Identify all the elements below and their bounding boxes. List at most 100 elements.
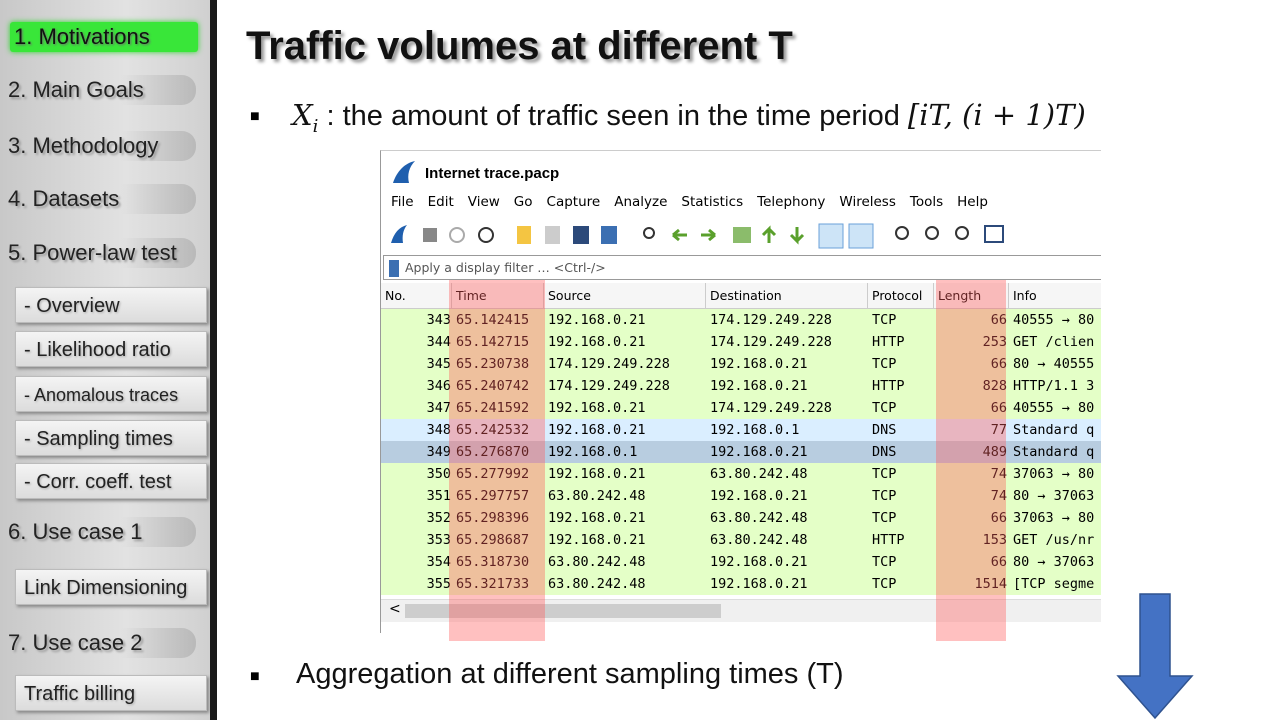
packet-cell: Standard q: [1013, 422, 1095, 438]
packet-row[interactable]: 351 65.297757 63.80.242.48 192.168.0.21 TCP 7…: [381, 485, 1101, 507]
packet-row[interactable]: 347 65.241592 192.168.0.21 174.129.249.228 T…: [381, 397, 1101, 419]
packet-cell: 192.168.0.21: [548, 532, 646, 548]
packet-row[interactable]: 344 65.142715 192.168.0.21 174.129.249.228 H…: [381, 331, 1101, 353]
column-header: No.: [385, 288, 406, 303]
packet-cell: 40555 → 80: [1013, 312, 1095, 328]
nav-item[interactable]: 5. Power-law test: [8, 238, 196, 268]
column-divider: [705, 283, 706, 308]
menu-item[interactable]: Analyze: [614, 194, 668, 210]
toolbar: [391, 223, 1004, 249]
highlight-length: [936, 280, 1006, 641]
nav-item[interactable]: - Anomalous traces: [15, 376, 207, 412]
nav-item[interactable]: 6. Use case 1: [8, 517, 196, 547]
packet-cell: 63.80.242.48: [710, 532, 808, 548]
packet-cell: 66: [990, 356, 1007, 372]
menu-item[interactable]: Statistics: [681, 194, 744, 210]
packet-row[interactable]: 346 65.240742 174.129.249.228 192.168.0.21 H…: [381, 375, 1101, 397]
column-header: Time: [456, 288, 487, 303]
column-divider: [1008, 283, 1009, 308]
packet-cell: HTTP/1.1 3: [1013, 378, 1095, 394]
packet-cell: 74: [990, 488, 1007, 504]
nav-item[interactable]: Traffic billing: [15, 675, 207, 711]
nav-item[interactable]: 2. Main Goals: [8, 75, 196, 105]
scroll-thumb[interactable]: [405, 604, 721, 618]
slide-title: Traffic volumes at different T: [246, 24, 793, 68]
menu-item[interactable]: Capture: [546, 194, 601, 210]
menu-item[interactable]: Wireless: [839, 194, 896, 210]
nav-item[interactable]: 7. Use case 2: [8, 628, 196, 658]
packet-cell: 828: [982, 378, 1007, 394]
menu-item[interactable]: Tools: [909, 194, 944, 210]
packet-cell: 65.277992: [456, 466, 530, 482]
packet-cell: 192.168.0.21: [710, 356, 808, 372]
packet-cell: 253: [982, 334, 1007, 350]
column-divider: [451, 283, 452, 308]
packet-cell: 192.168.0.21: [548, 510, 646, 526]
packet-row[interactable]: 345 65.230738 174.129.249.228 192.168.0.21 T…: [381, 353, 1101, 375]
packet-cell: 192.168.0.21: [710, 554, 808, 570]
nav-item[interactable]: Link Dimensioning: [15, 569, 207, 605]
packet-list-header: No. Time Source Destination Protocol Length In…: [381, 283, 1101, 309]
nav-item[interactable]: - Corr. coeff. test: [15, 463, 207, 499]
wireshark-window: Internet trace.pacp File Edit View Go Captur…: [380, 150, 1101, 633]
packet-row[interactable]: 349 65.276870 192.168.0.1 192.168.0.21 DNS 48…: [381, 441, 1101, 463]
packet-cell: HTTP: [872, 532, 905, 548]
bullet: Xi : the amount of traffic seen in the t…: [292, 98, 1086, 137]
packet-cell: 345: [426, 356, 451, 372]
packet-cell: 65.298687: [456, 532, 530, 548]
packet-row[interactable]: 343 65.142415 192.168.0.21 174.129.249.228 T…: [381, 309, 1101, 331]
wireshark-logo: [393, 161, 415, 183]
packet-row[interactable]: 350 65.277992 192.168.0.21 63.80.242.48 TCP 7…: [381, 463, 1101, 485]
packet-cell: 65.241592: [456, 400, 530, 416]
packet-cell: 65.276870: [456, 444, 530, 460]
display-filter[interactable]: Apply a display filter … <Ctrl-/>: [383, 255, 1101, 280]
packet-cell: 66: [990, 312, 1007, 328]
packet-cell: TCP: [872, 466, 897, 482]
packet-cell: 352: [426, 510, 451, 526]
nav-item[interactable]: 3. Methodology: [8, 131, 196, 161]
packet-cell: TCP: [872, 400, 897, 416]
packet-row[interactable]: 355 65.321733 63.80.242.48 192.168.0.21 TCP 1…: [381, 573, 1101, 595]
column-header: Source: [548, 288, 591, 303]
packet-cell: 80 → 37063: [1013, 554, 1095, 570]
packet-row[interactable]: 352 65.298396 192.168.0.21 63.80.242.48 TCP 6…: [381, 507, 1101, 529]
packet-cell: 348: [426, 422, 451, 438]
nav-item[interactable]: 1. Motivations: [10, 22, 198, 52]
packet-cell: GET /us/nr: [1013, 532, 1095, 548]
nav-item[interactable]: 4. Datasets: [8, 184, 196, 214]
packet-cell: 65.142715: [456, 334, 530, 350]
packet-cell: 65.142415: [456, 312, 530, 328]
packet-cell: 343: [426, 312, 451, 328]
packet-row[interactable]: 348 65.242532 192.168.0.21 192.168.0.1 DNS 77…: [381, 419, 1101, 441]
packet-cell: 65.318730: [456, 554, 530, 570]
packet-row[interactable]: 354 65.318730 63.80.242.48 192.168.0.21 TCP 6…: [381, 551, 1101, 573]
packet-row[interactable]: 353 65.298687 192.168.0.21 63.80.242.48 HTTP…: [381, 529, 1101, 551]
packet-cell: 1514: [974, 576, 1007, 592]
sidebar: 1. Motivations 2. Main Goals 3. Methodolog…: [0, 0, 210, 720]
menu-item[interactable]: Go: [513, 194, 533, 210]
packet-cell: 192.168.0.21: [548, 312, 646, 328]
packet-cell: 65.242532: [456, 422, 530, 438]
menu-item[interactable]: Edit: [427, 194, 454, 210]
packet-cell: TCP: [872, 356, 897, 372]
math-var: X: [292, 98, 313, 132]
bullet-marker: ■: [250, 668, 260, 685]
packet-cell: 174.129.249.228: [548, 356, 670, 372]
packet-cell: HTTP: [872, 378, 905, 394]
packet-cell: 174.129.249.228: [548, 378, 670, 394]
scroll-left[interactable]: <: [389, 601, 401, 617]
nav-item[interactable]: - Sampling times: [15, 420, 207, 456]
menu-item[interactable]: Telephony: [757, 194, 826, 210]
column-header: Protocol: [872, 288, 923, 303]
menu-item[interactable]: File: [391, 194, 414, 210]
packet-cell: 355: [426, 576, 451, 592]
packet-cell: 344: [426, 334, 451, 350]
packet-cell: GET /clien: [1013, 334, 1095, 350]
packet-cell: 174.129.249.228: [710, 334, 832, 350]
horizontal-scrollbar: <: [381, 599, 1101, 622]
menu-item[interactable]: View: [467, 194, 500, 210]
packet-cell: 63.80.242.48: [548, 554, 646, 570]
nav-item[interactable]: - Overview: [15, 287, 207, 323]
menu-item[interactable]: Help: [957, 194, 988, 210]
nav-item[interactable]: - Likelihood ratio: [15, 331, 207, 367]
